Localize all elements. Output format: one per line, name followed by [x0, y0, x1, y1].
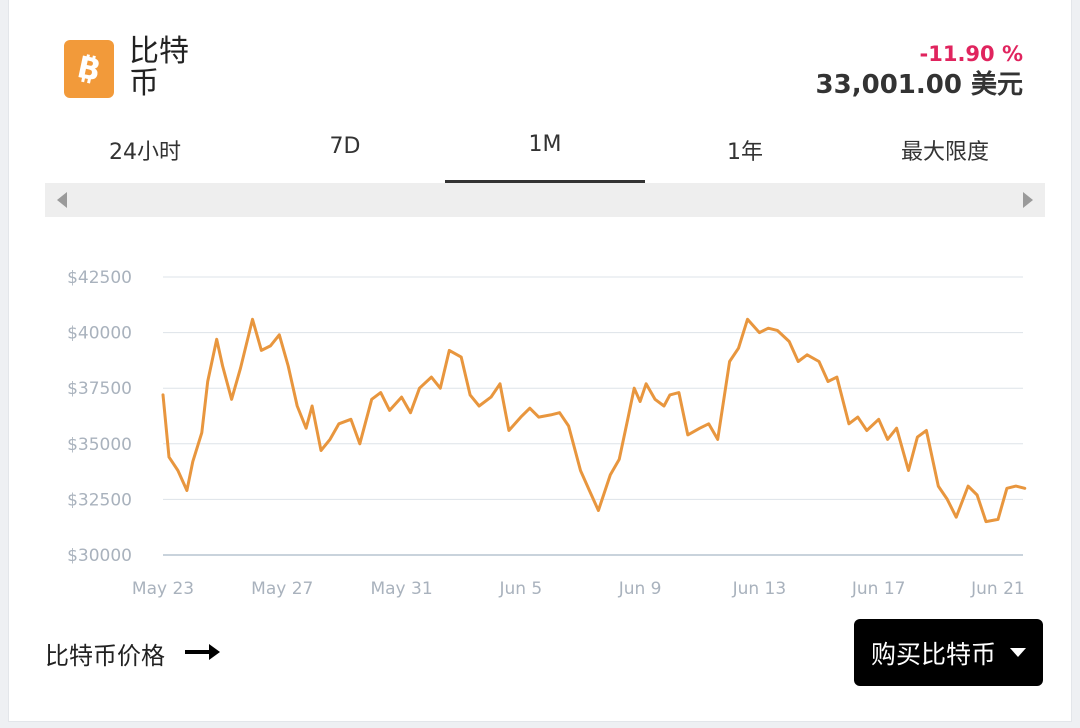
time-range-tabs: 24小时 7D 1M 1年 最大限度	[45, 120, 1045, 184]
tab-1y[interactable]: 1年	[727, 140, 763, 165]
price-line	[161, 317, 1027, 524]
price-change-percent: -11.90 %	[919, 42, 1024, 66]
bitcoin-logo-icon: B	[64, 40, 114, 98]
price-chart: $42500 $40000 $37500 $35000 $32500 $30000 May…	[67, 268, 1027, 599]
y-tick-label: $40000	[67, 324, 132, 344]
y-tick-label: $42500	[67, 268, 132, 288]
x-tick-label: Jun 17	[851, 579, 906, 599]
tab-max[interactable]: 最大限度	[900, 140, 989, 165]
buy-bitcoin-button[interactable]: 购买比特币	[854, 619, 1043, 686]
tab-1m[interactable]: 1M	[445, 120, 645, 184]
x-tick-label: Jun 9	[618, 579, 662, 599]
buy-button-label: 购买比特币	[870, 639, 996, 669]
coin-name: 比特币	[129, 34, 189, 101]
scroll-left-arrow-icon[interactable]	[57, 192, 67, 208]
caret-down-icon	[1010, 648, 1026, 657]
bitcoin-symbol-icon: B	[74, 52, 104, 86]
y-tick-label: $30000	[67, 546, 132, 566]
y-tick-label: $32500	[67, 490, 132, 510]
x-tick-label: Jun 21	[970, 579, 1025, 599]
x-axis-labels: May 23 May 27 May 31 Jun 5 Jun 9 Jun 13 Jun 17…	[132, 579, 1025, 599]
arrow-right-icon	[185, 640, 221, 668]
y-tick-label: $35000	[67, 435, 132, 455]
x-tick-label: May 31	[370, 579, 432, 599]
x-tick-label: May 23	[132, 579, 194, 599]
chart-grid	[163, 276, 1023, 556]
x-tick-label: Jun 5	[498, 579, 542, 599]
price-page-link[interactable]: 比特币价格	[45, 636, 221, 671]
price-page-link-label: 比特币价格	[45, 642, 165, 670]
y-axis-labels: $42500 $40000 $37500 $35000 $32500 $30000	[67, 268, 132, 566]
tabs-scrollbar[interactable]	[45, 183, 1045, 217]
current-price: 33,001.00 美元	[815, 70, 1023, 100]
x-tick-label: May 27	[251, 579, 313, 599]
x-tick-label: Jun 13	[732, 579, 787, 599]
y-tick-label: $37500	[67, 379, 132, 399]
price-widget-card: B 比特币 -11.90 % 33,001.00 美元 24小时 7D 1M 1…	[8, 0, 1072, 722]
scroll-right-arrow-icon[interactable]	[1023, 192, 1033, 208]
tab-24h[interactable]: 24小时	[109, 140, 181, 165]
price-series	[161, 317, 1027, 524]
tab-7d[interactable]: 7D	[329, 134, 361, 159]
